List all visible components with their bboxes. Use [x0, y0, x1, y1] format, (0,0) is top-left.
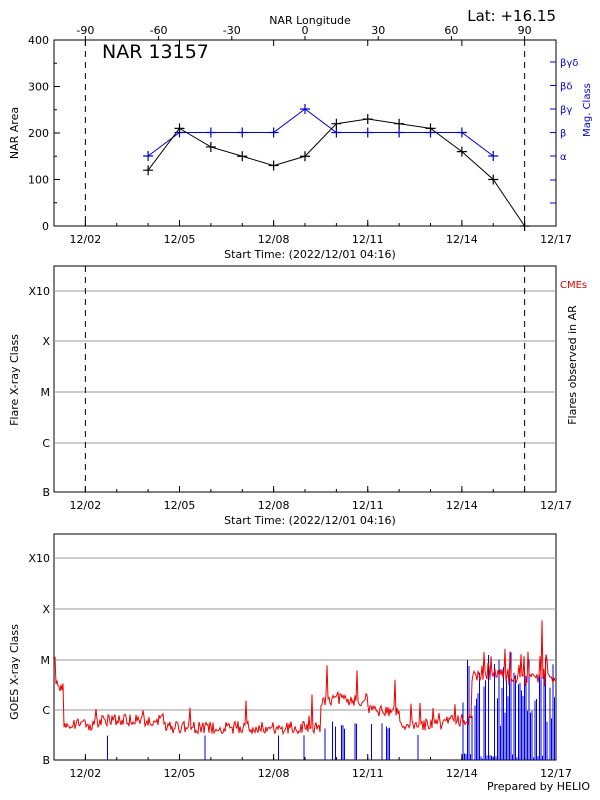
- nar-area-point: [394, 118, 405, 129]
- p3-x-tick-label: 12/05: [164, 767, 196, 780]
- p3-y-tick-label: M: [41, 654, 51, 667]
- mag-class-point: [237, 127, 248, 138]
- p1-top-tick-label: -60: [150, 24, 168, 37]
- panel1-y-label: NAR Area: [8, 107, 21, 159]
- mag-class-point: [394, 127, 405, 138]
- p1-y2-tick-label: βδ: [560, 82, 573, 93]
- p3-y-tick-label: B: [42, 754, 50, 767]
- latitude-annotation: Lat: +16.15: [467, 7, 556, 25]
- mag-class-point: [268, 127, 279, 138]
- nar-area-point: [237, 151, 248, 162]
- top-axis-label: NAR Longitude: [269, 14, 351, 27]
- p2-x-tick-label: 12/14: [446, 499, 478, 512]
- p2-x-tick-label: 12/17: [540, 499, 572, 512]
- panel2-y2-label: Flares observed in AR: [566, 305, 579, 425]
- p3-y-tick-label: C: [42, 704, 50, 717]
- p1-y2-tick-label: β: [560, 129, 566, 140]
- mag-class-line: [147, 108, 494, 157]
- p2-x-tick-label: 12/08: [258, 499, 290, 512]
- goes-short-channel-line: [107, 652, 555, 760]
- p1-y2-tick-label: α: [560, 152, 567, 163]
- mag-class-point: [456, 127, 467, 138]
- goes-xray-panel: B C M X X10 12/02 12/05 12/08 12/11 12/14 12/17 GO…: [8, 533, 590, 793]
- p2-x-tick-label: 12/11: [352, 499, 384, 512]
- panel1-y2-label: Mag. Class: [582, 83, 593, 137]
- goes-long-channel-line: [54, 620, 556, 736]
- p1-x-tick-label: 12/02: [70, 233, 102, 246]
- p2-y-tick-label: X: [42, 335, 50, 348]
- p1-y2-tick-label: βγ: [560, 105, 572, 116]
- nar-area-point: [174, 123, 185, 134]
- nar-area-point: [268, 160, 279, 171]
- p3-x-tick-label: 12/14: [446, 767, 478, 780]
- nar-area-point: [205, 141, 216, 152]
- mag-class-point: [488, 151, 499, 161]
- p2-x-tick-label: 12/02: [70, 499, 102, 512]
- nar-area-point: [300, 151, 310, 162]
- nar-area-point: [456, 146, 467, 157]
- p2-y-tick-label: X10: [28, 285, 50, 298]
- panel2-y-label: Flare X-ray Class: [8, 334, 21, 426]
- panel3-y-label: GOES X-ray Class: [8, 624, 21, 720]
- p2-x-tick-label: 12/05: [164, 499, 196, 512]
- nar-area-point: [519, 221, 530, 231]
- cme-legend: CMEs: [560, 280, 587, 291]
- p3-x-tick-label: 12/02: [70, 767, 102, 780]
- p3-y-tick-label: X10: [28, 552, 50, 565]
- panel2-frame: [53, 265, 557, 493]
- panel1-x-label: Start Time: (2022/12/01 04:16): [224, 248, 396, 261]
- p1-x-tick-label: 12/11: [352, 233, 384, 246]
- nar-area-panel: NAR 13157 Lat: +16.15 NAR Longitude Star…: [8, 7, 593, 261]
- mag-class-point: [205, 127, 216, 138]
- panel2-x-label: Start Time: (2022/12/01 04:16): [224, 514, 396, 527]
- p1-top-tick-label: 60: [444, 24, 458, 37]
- nar-area-point: [143, 165, 154, 176]
- panel1-frame: [53, 39, 557, 227]
- p1-y-tick-label: 200: [28, 127, 49, 140]
- p1-y-tick-label: 100: [28, 174, 49, 187]
- p1-top-tick-label: 90: [518, 24, 532, 37]
- nar-area-point: [488, 174, 499, 185]
- mag-class-point: [143, 151, 154, 161]
- p3-y-tick-label: X: [42, 603, 50, 616]
- nar-area-point: [362, 114, 373, 125]
- mag-class-point: [362, 127, 373, 138]
- p3-x-tick-label: 12/08: [258, 767, 290, 780]
- p1-y2-tick-label: βγδ: [560, 58, 578, 69]
- p1-y-tick-label: 300: [28, 81, 49, 94]
- p1-y-tick-label: 0: [42, 220, 49, 233]
- p3-x-tick-label: 12/11: [352, 767, 384, 780]
- p2-y-tick-label: B: [42, 486, 50, 499]
- footer-credit: Prepared by HELIO: [487, 780, 590, 793]
- p1-x-tick-label: 12/14: [446, 233, 478, 246]
- panel1-title: NAR 13157: [102, 41, 209, 63]
- p1-top-tick-label: -90: [76, 24, 94, 37]
- p1-top-tick-label: 30: [371, 24, 385, 37]
- nar-area-point: [425, 123, 436, 134]
- p1-x-tick-label: 12/05: [164, 233, 196, 246]
- p1-y-tick-label: 400: [28, 34, 49, 47]
- nar-area-point: [331, 118, 342, 129]
- p2-y-tick-label: M: [41, 386, 51, 399]
- p1-x-tick-label: 12/17: [540, 233, 572, 246]
- p1-x-tick-label: 12/08: [258, 233, 290, 246]
- mag-class-point: [300, 104, 310, 114]
- p1-top-tick-label: -30: [223, 24, 241, 37]
- p2-y-tick-label: C: [42, 437, 50, 450]
- flare-class-panel: B C M X X10 12/02 12/05 12/08 12/11 12/14 12/17 St…: [8, 265, 587, 527]
- p3-x-tick-label: 12/17: [540, 767, 572, 780]
- p1-top-tick-label: 0: [302, 24, 309, 37]
- mag-class-point: [331, 127, 342, 138]
